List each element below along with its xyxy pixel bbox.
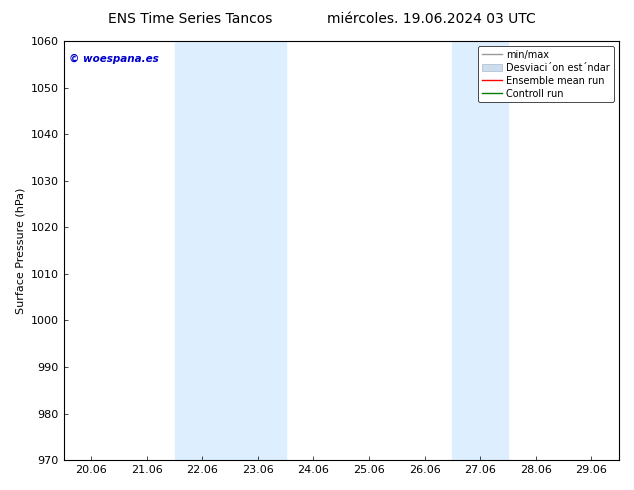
Bar [174,41,286,460]
Y-axis label: Surface Pressure (hPa): Surface Pressure (hPa) [15,187,25,314]
Legend: min/max, Desviaci´on est´ndar, Ensemble mean run, Controll run: min/max, Desviaci´on est´ndar, Ensemble … [478,46,614,102]
Text: miércoles. 19.06.2024 03 UTC: miércoles. 19.06.2024 03 UTC [327,12,536,26]
Text: ENS Time Series Tancos: ENS Time Series Tancos [108,12,273,26]
Text: © woespana.es: © woespana.es [69,53,159,64]
Bar [453,41,508,460]
